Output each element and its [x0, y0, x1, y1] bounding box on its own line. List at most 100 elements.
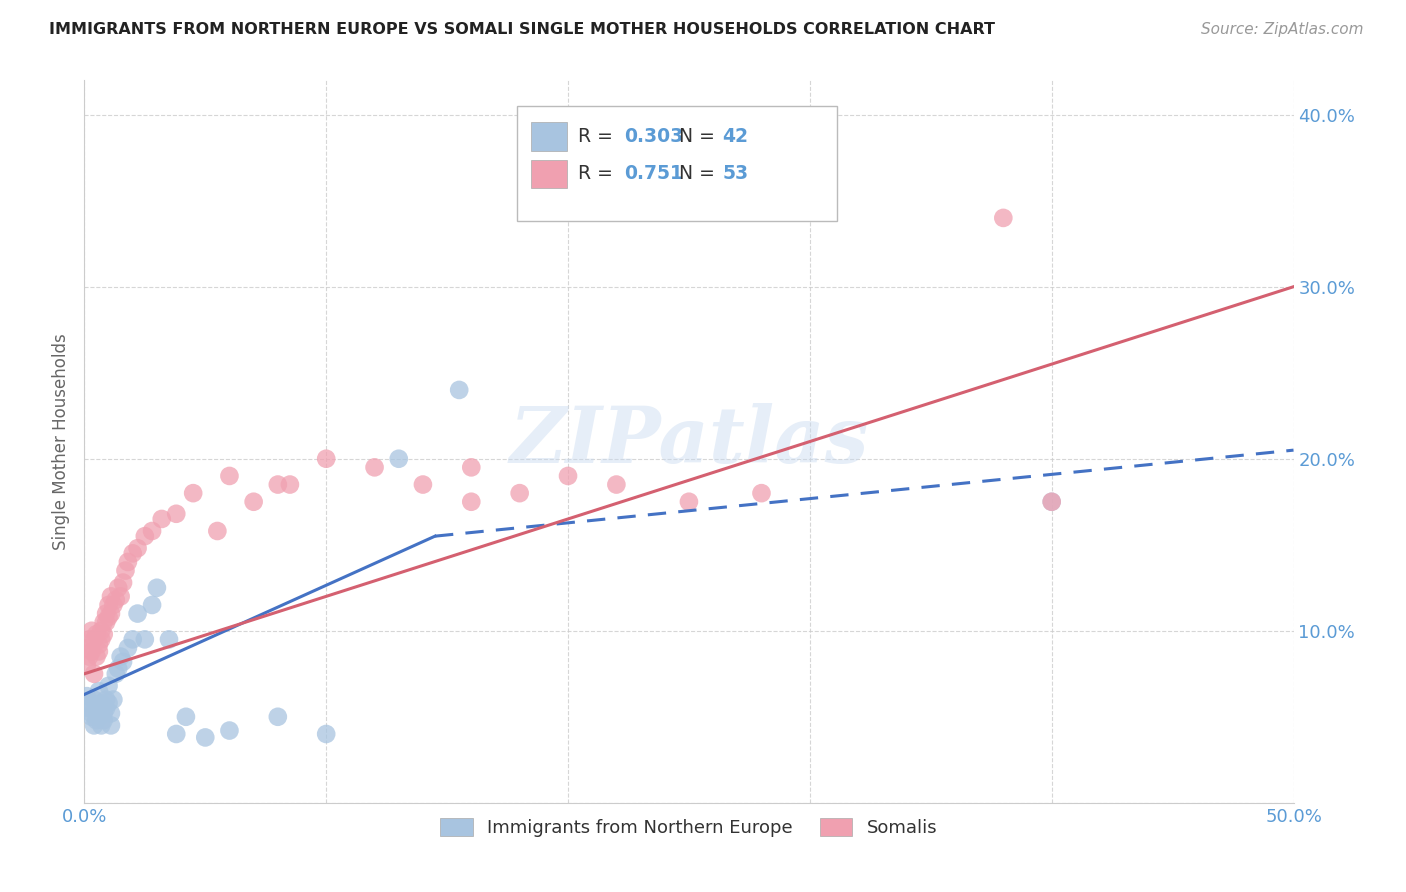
- Text: 0.303: 0.303: [624, 127, 683, 146]
- Point: [83, 692, 105, 706]
- Point: [94, 692, 117, 706]
- Point: [412, 477, 434, 491]
- Point: [77, 632, 100, 647]
- Point: [77, 649, 100, 664]
- Point: [141, 598, 163, 612]
- Point: [267, 710, 290, 724]
- Point: [242, 494, 264, 508]
- Point: [104, 592, 127, 607]
- Point: [103, 692, 125, 706]
- Point: [93, 713, 115, 727]
- Point: [121, 632, 143, 647]
- Point: [557, 469, 579, 483]
- Point: [107, 662, 129, 676]
- Point: [181, 486, 204, 500]
- Point: [1040, 494, 1063, 508]
- Point: [93, 615, 115, 630]
- Point: [112, 575, 135, 590]
- Point: [315, 727, 337, 741]
- Point: [94, 701, 117, 715]
- Point: [460, 494, 482, 508]
- Point: [77, 701, 100, 715]
- Point: [110, 590, 132, 604]
- Point: [93, 706, 115, 721]
- Point: [605, 477, 627, 491]
- Point: [141, 524, 163, 538]
- Point: [90, 632, 112, 647]
- Point: [80, 706, 103, 721]
- Point: [157, 632, 180, 647]
- Text: 53: 53: [723, 164, 749, 184]
- Point: [509, 486, 531, 500]
- Point: [267, 477, 290, 491]
- Point: [80, 624, 103, 638]
- Point: [117, 555, 139, 569]
- Point: [678, 494, 700, 508]
- Point: [83, 632, 105, 647]
- Text: N =: N =: [679, 164, 721, 184]
- Point: [218, 723, 240, 738]
- Point: [90, 696, 112, 710]
- Point: [110, 649, 132, 664]
- Point: [165, 727, 187, 741]
- Point: [460, 460, 482, 475]
- Point: [315, 451, 337, 466]
- Point: [993, 211, 1015, 225]
- Point: [100, 706, 122, 721]
- Legend: Immigrants from Northern Europe, Somalis: Immigrants from Northern Europe, Somalis: [433, 811, 945, 845]
- Point: [76, 689, 98, 703]
- Point: [104, 666, 127, 681]
- Point: [94, 607, 117, 621]
- Point: [121, 546, 143, 560]
- Point: [388, 451, 411, 466]
- Point: [76, 640, 98, 655]
- Text: R =: R =: [578, 127, 619, 146]
- Point: [90, 624, 112, 638]
- Text: ZIPatlas: ZIPatlas: [509, 403, 869, 480]
- Point: [83, 666, 105, 681]
- Point: [90, 718, 112, 732]
- Point: [751, 486, 773, 500]
- Point: [174, 710, 197, 724]
- Point: [103, 598, 125, 612]
- Point: [207, 524, 229, 538]
- Point: [1040, 494, 1063, 508]
- Point: [100, 607, 122, 621]
- Text: R =: R =: [578, 164, 624, 184]
- Point: [278, 477, 301, 491]
- Point: [112, 655, 135, 669]
- Point: [134, 632, 156, 647]
- Point: [363, 460, 385, 475]
- Point: [100, 590, 122, 604]
- Point: [165, 507, 187, 521]
- Text: 0.751: 0.751: [624, 164, 683, 184]
- Text: Source: ZipAtlas.com: Source: ZipAtlas.com: [1201, 22, 1364, 37]
- Point: [100, 718, 122, 732]
- Point: [146, 581, 169, 595]
- Y-axis label: Single Mother Households: Single Mother Households: [52, 334, 70, 549]
- Point: [114, 564, 136, 578]
- Point: [87, 710, 110, 724]
- Point: [150, 512, 173, 526]
- Point: [97, 696, 120, 710]
- Point: [127, 541, 149, 556]
- Point: [83, 718, 105, 732]
- Text: N =: N =: [679, 127, 721, 146]
- Point: [86, 649, 108, 664]
- Point: [93, 627, 115, 641]
- Point: [134, 529, 156, 543]
- Point: [97, 679, 120, 693]
- Point: [87, 638, 110, 652]
- Point: [87, 684, 110, 698]
- Point: [80, 710, 103, 724]
- Point: [97, 598, 120, 612]
- Point: [80, 644, 103, 658]
- Point: [76, 658, 98, 673]
- Point: [94, 615, 117, 630]
- Point: [449, 383, 471, 397]
- Text: 42: 42: [723, 127, 748, 146]
- Point: [107, 581, 129, 595]
- Point: [87, 644, 110, 658]
- Point: [117, 640, 139, 655]
- Point: [97, 610, 120, 624]
